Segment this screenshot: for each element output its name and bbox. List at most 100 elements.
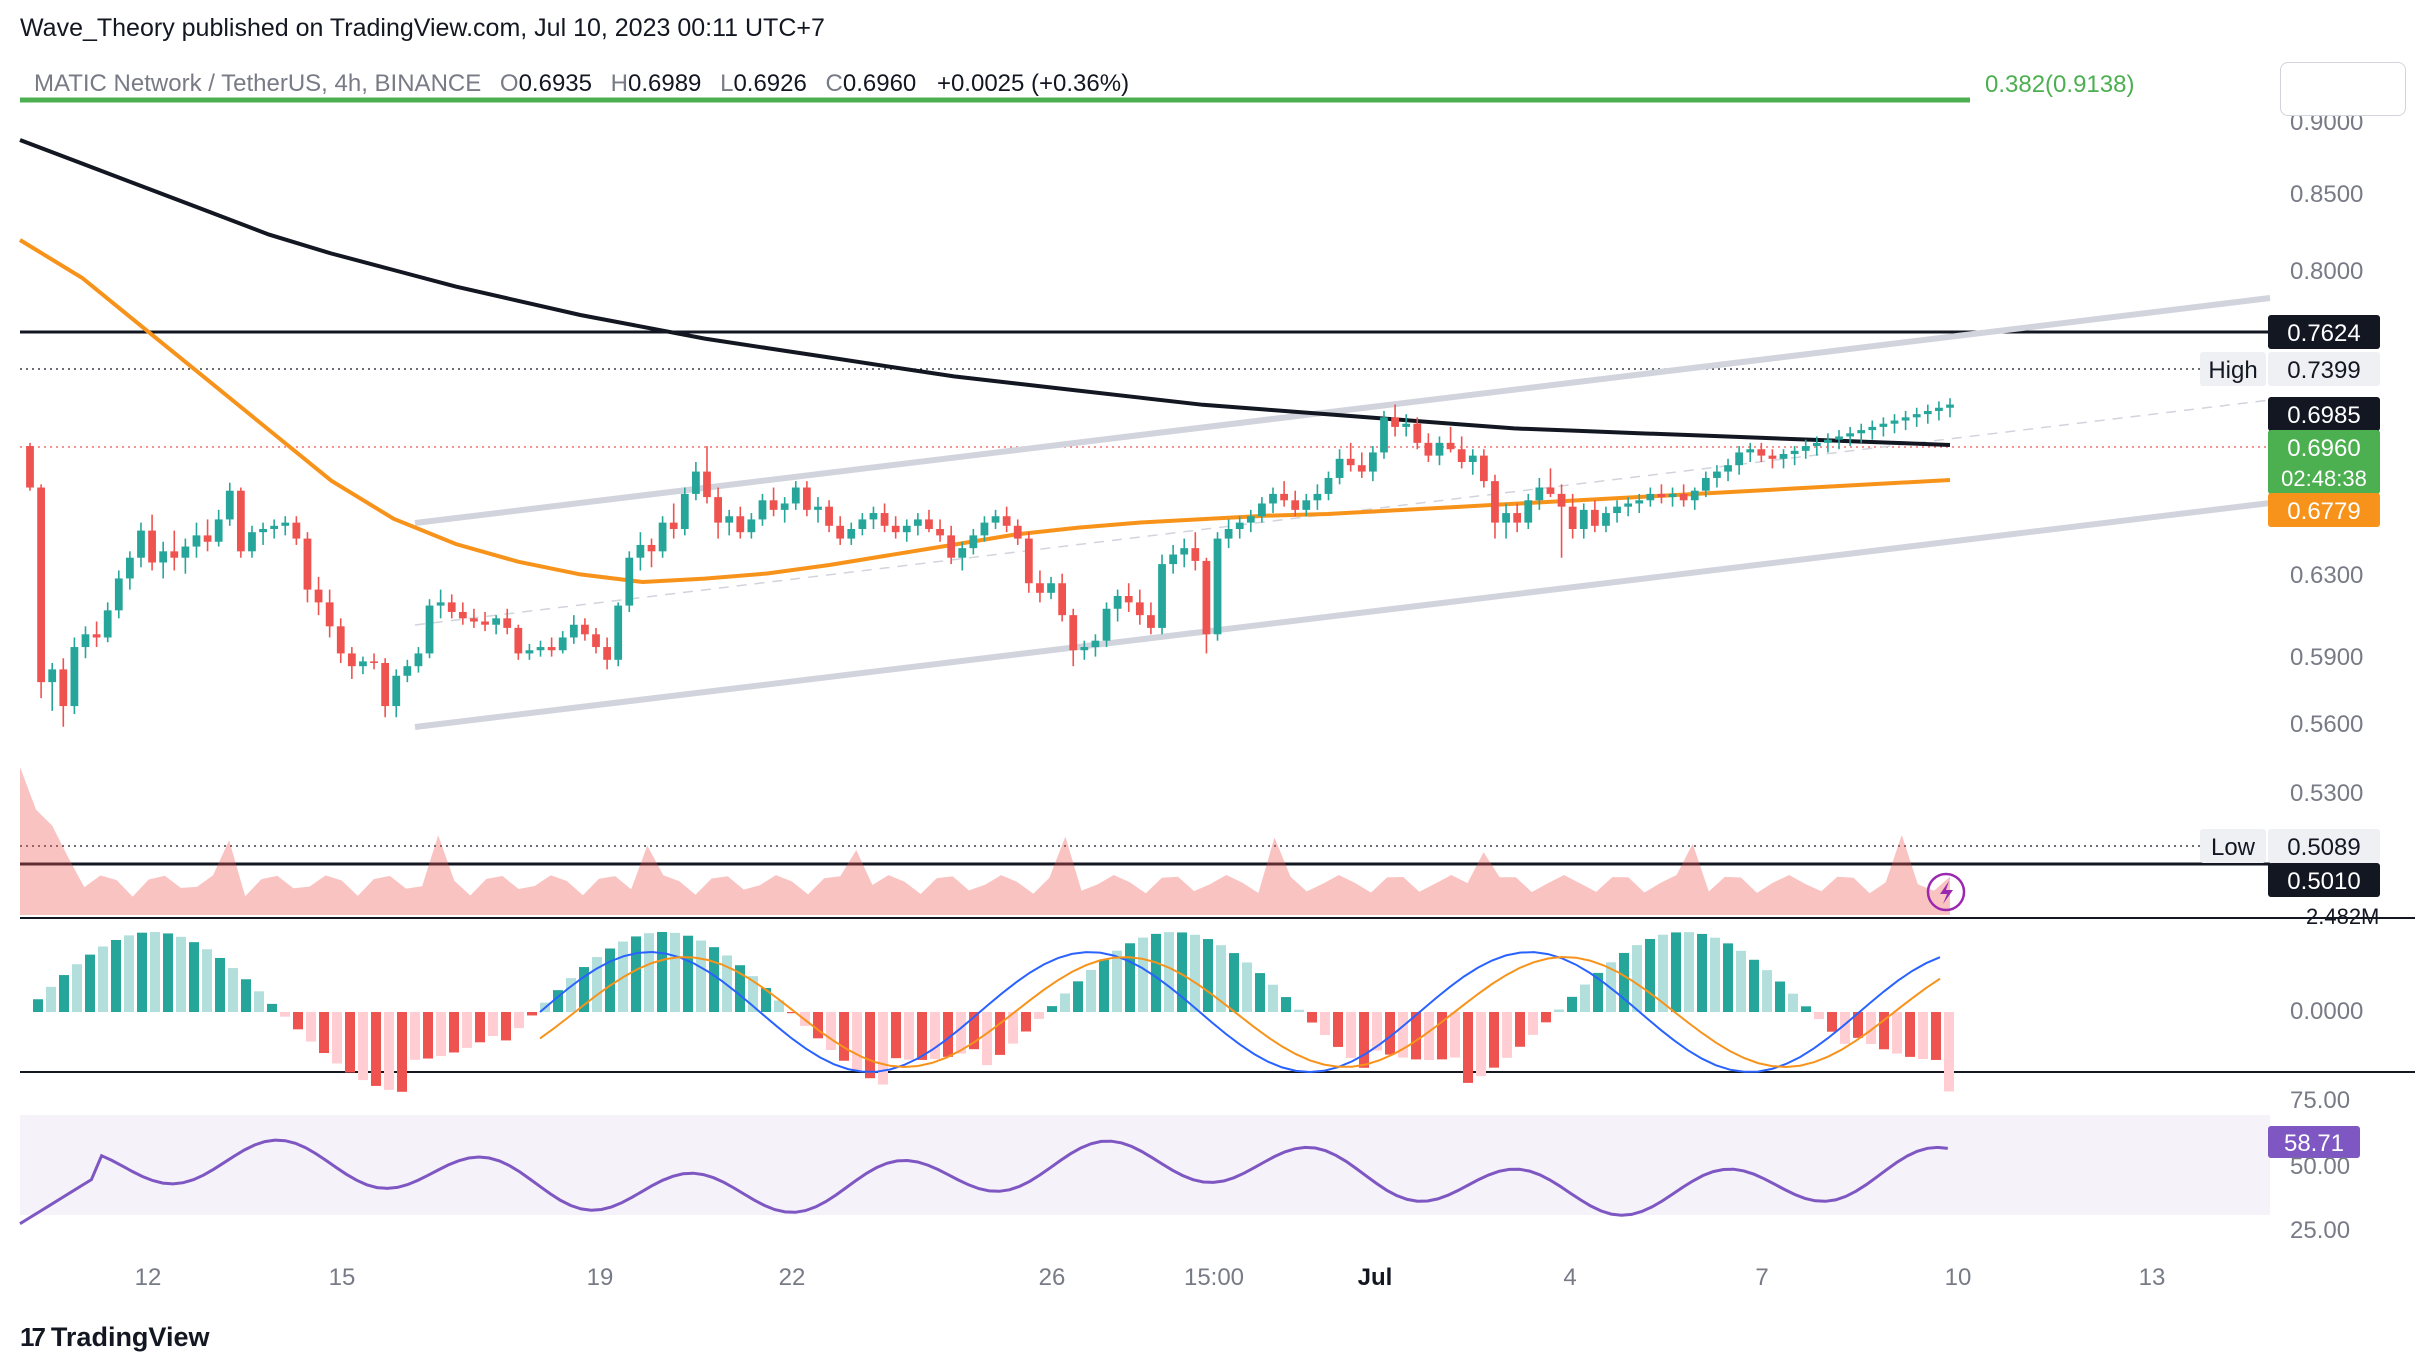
close-value: 0.6960 bbox=[842, 70, 917, 97]
volume-series: 2.482M bbox=[20, 767, 2379, 929]
candle-body bbox=[103, 610, 112, 638]
candle-body bbox=[1080, 647, 1089, 651]
rsi-tick-label: 50.00 bbox=[2290, 1153, 2350, 1180]
macd-bar bbox=[1112, 950, 1122, 1012]
macd-bar bbox=[1281, 997, 1291, 1012]
macd-bar bbox=[683, 935, 693, 1012]
candle-body bbox=[1690, 490, 1699, 501]
macd-bar bbox=[761, 987, 771, 1012]
candle-body bbox=[1291, 500, 1300, 510]
candle-body bbox=[847, 529, 856, 539]
close-label: C bbox=[825, 70, 843, 97]
price-label-tag-box bbox=[2200, 352, 2266, 386]
candle-body bbox=[680, 493, 689, 529]
candle-body bbox=[1246, 516, 1255, 523]
candle-series bbox=[26, 398, 1954, 727]
macd-bar bbox=[1216, 945, 1226, 1012]
candle-body bbox=[1380, 417, 1388, 453]
candle-body bbox=[1280, 493, 1288, 501]
macd-bar bbox=[1775, 981, 1785, 1012]
price-label-countdown: 02:48:38 bbox=[2281, 466, 2367, 491]
price-tick-label: 0.6300 bbox=[2290, 562, 2363, 589]
macd-bar bbox=[475, 1012, 485, 1043]
tradingview-brand[interactable]: 17 TradingView bbox=[20, 1322, 209, 1353]
macd-bar bbox=[1645, 938, 1655, 1012]
time-tick-label: 26 bbox=[1039, 1264, 1066, 1291]
candle-body bbox=[336, 626, 345, 654]
macd-bar bbox=[1268, 984, 1278, 1012]
macd-bar bbox=[1736, 950, 1746, 1012]
time-tick-label: 4 bbox=[1563, 1264, 1576, 1291]
macd-bar bbox=[696, 940, 706, 1012]
candle-body bbox=[1158, 564, 1166, 628]
macd-bar bbox=[1463, 1012, 1473, 1083]
tradingview-wordmark: TradingView bbox=[50, 1322, 210, 1352]
rsi-tick-label: 25.00 bbox=[2290, 1217, 2350, 1244]
symbol-legend: MATIC Network / TetherUS, 4h, BINANCE O0… bbox=[34, 70, 1129, 98]
macd-bar bbox=[670, 932, 680, 1012]
macd-bar bbox=[1255, 973, 1265, 1012]
price-label-tag-box bbox=[2200, 829, 2266, 863]
candle-body bbox=[1535, 487, 1544, 501]
candle-body bbox=[347, 653, 356, 667]
channel-lower-line bbox=[414, 500, 2271, 730]
macd-bar bbox=[384, 1012, 394, 1090]
candle-body bbox=[658, 522, 667, 552]
candle-body bbox=[1524, 500, 1533, 523]
candle-body bbox=[758, 500, 767, 520]
chart-settings-button[interactable] bbox=[2280, 62, 2406, 116]
macd-bar bbox=[1658, 934, 1668, 1012]
channel-upper-line bbox=[414, 295, 2271, 526]
candle-body bbox=[514, 627, 523, 654]
candle-body bbox=[1613, 506, 1621, 514]
macd-bar bbox=[137, 932, 147, 1012]
macd-bar bbox=[33, 999, 43, 1012]
candle-body bbox=[1635, 500, 1644, 504]
candle-body bbox=[1568, 506, 1577, 529]
macd-bar bbox=[1528, 1012, 1538, 1035]
candle-body bbox=[1036, 583, 1044, 593]
candle-body bbox=[48, 669, 57, 683]
macd-bar bbox=[111, 939, 121, 1012]
low-label: L bbox=[720, 70, 734, 97]
price-tick-label: 0.5300 bbox=[2290, 780, 2363, 807]
candle-body bbox=[1602, 513, 1610, 526]
macd-line bbox=[539, 950, 1941, 1074]
candle-body bbox=[1446, 442, 1455, 450]
macd-bar bbox=[709, 947, 719, 1012]
macd-bar bbox=[1580, 984, 1590, 1012]
candle-body bbox=[1768, 455, 1777, 459]
macd-bar bbox=[124, 935, 134, 1012]
candle-body bbox=[802, 487, 811, 510]
price-label-value: 0.6960 bbox=[2287, 435, 2360, 462]
candle-body bbox=[1590, 509, 1599, 526]
candle-body bbox=[1224, 529, 1233, 539]
candle-body bbox=[1235, 522, 1244, 529]
candle-body bbox=[969, 535, 978, 549]
candle-body bbox=[1147, 615, 1155, 628]
macd-bar bbox=[865, 1012, 875, 1079]
candle-body bbox=[325, 602, 334, 627]
macd-bar bbox=[826, 1012, 836, 1051]
macd-bar bbox=[189, 942, 199, 1012]
macd-bar bbox=[943, 1012, 953, 1057]
macd-bar bbox=[1697, 933, 1707, 1012]
candle-body bbox=[1202, 560, 1211, 635]
price-label-box bbox=[2268, 493, 2380, 527]
macd-bar bbox=[1034, 1012, 1044, 1019]
candle-body bbox=[292, 522, 301, 539]
candle-body bbox=[1746, 449, 1755, 453]
candle-body bbox=[70, 647, 79, 707]
macd-bar bbox=[1164, 932, 1174, 1012]
lightning-glyph bbox=[1940, 881, 1953, 904]
candle-body bbox=[303, 538, 312, 590]
candle-body bbox=[736, 516, 745, 533]
macd-bar bbox=[969, 1012, 979, 1050]
macd-bar bbox=[1125, 943, 1135, 1012]
candle-body bbox=[114, 578, 123, 611]
candle-body bbox=[1191, 548, 1200, 561]
price-tick-label: 0.5600 bbox=[2290, 711, 2363, 738]
macd-bar bbox=[59, 975, 69, 1012]
macd-bar bbox=[1229, 953, 1239, 1012]
